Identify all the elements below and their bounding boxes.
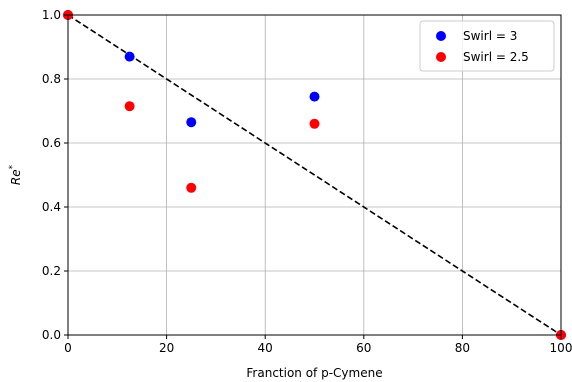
y-tick-label: 0.6 <box>42 136 61 150</box>
y-axis-ticks: 0.0 0.2 0.4 0.6 0.8 1.0 <box>42 8 68 342</box>
y-axis-label-text: Re <box>9 169 23 185</box>
plot-frame <box>67 14 562 336</box>
legend-label: Swirl = 2.5 <box>463 50 529 64</box>
point-series-1 <box>124 51 135 62</box>
x-tick-label: 100 <box>550 341 572 355</box>
point-series-1 <box>309 91 320 102</box>
point-series-2 <box>124 101 135 112</box>
legend-marker <box>436 31 446 41</box>
legend-box <box>419 20 555 72</box>
point-series-1 <box>186 117 197 128</box>
y-tick-label: 1.0 <box>42 8 61 22</box>
x-axis-ticks: 0 20 40 60 80 100 <box>64 335 572 355</box>
legend: Swirl = 3 Swirl = 2.5 <box>419 20 555 72</box>
y-tick-label: 0.8 <box>42 72 61 86</box>
reference-line-layer <box>67 14 562 336</box>
x-axis-label: Franction of p-Cymene <box>246 366 382 380</box>
y-axis-label-superscript: * <box>8 164 18 169</box>
y-tick-label: 0.0 <box>42 328 61 342</box>
legend-marker <box>436 52 446 62</box>
reference-line <box>67 14 562 336</box>
y-tick-label: 0.4 <box>42 200 61 214</box>
x-tick-label: 40 <box>258 341 273 355</box>
point-series-2 <box>186 182 197 193</box>
point-series-2 <box>309 118 320 129</box>
legend-label: Swirl = 3 <box>463 29 517 43</box>
y-tick-label: 0.2 <box>42 264 61 278</box>
x-tick-label: 0 <box>64 341 72 355</box>
y-axis-label: Re* <box>8 164 23 185</box>
x-tick-label: 20 <box>159 341 174 355</box>
x-tick-label: 60 <box>356 341 371 355</box>
x-tick-label: 80 <box>455 341 470 355</box>
